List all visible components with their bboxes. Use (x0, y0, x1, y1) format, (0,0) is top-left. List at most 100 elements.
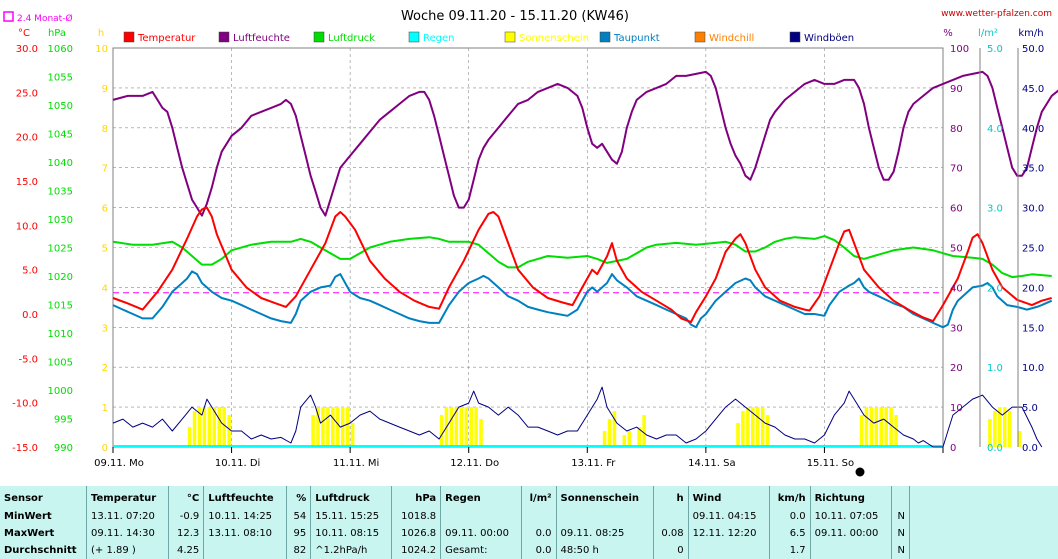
temp-axis-tick: 15.0 (16, 177, 38, 188)
x-tick-label: 11.11. Mi (333, 458, 379, 469)
stats-cell: 54 (286, 507, 312, 525)
series-taupunkt (112, 270, 1053, 329)
stats-cell: 4.25 (168, 541, 205, 559)
sunshine-bar (336, 407, 340, 447)
sunshine-bar (736, 423, 740, 447)
chart-legend: Temperatur Luftfeuchte Luftdruck Regen Sonne… (123, 31, 854, 44)
legend-swatch (408, 31, 420, 43)
series-windböen (112, 386, 1043, 448)
hours-axis-tick: 3 (102, 323, 108, 334)
pressure-axis-tick: 990 (54, 443, 73, 454)
percent-axis-tick: 80 (950, 124, 963, 135)
sunshine-bar (627, 431, 632, 447)
wind-axis-tick: 10.0 (1022, 363, 1044, 374)
stats-cell: 09.11. 04:15 (688, 507, 770, 525)
stats-header-spacer (910, 486, 1058, 507)
legend-label: Windchill (709, 33, 754, 44)
pressure-axis-tick: 1020 (48, 272, 73, 283)
stats-header-dir: Richtung (810, 486, 892, 508)
wind-axis-tick: 20.0 (1022, 283, 1044, 294)
stats-header-rain-unit: l/m² (521, 486, 557, 508)
wind-axis-tick: 45.0 (1022, 84, 1044, 95)
sunshine-bar (197, 407, 202, 447)
percent-axis-tick: 10 (950, 403, 963, 414)
stats-header-temp-unit: °C (168, 486, 205, 508)
chart-axes: 30.025.020.015.010.05.00.0-5.0-10.0-15.0… (12, 28, 1044, 454)
sunshine-bar (1017, 431, 1022, 447)
stats-cell (653, 507, 689, 525)
temp-axis-unit: °C (18, 28, 30, 39)
sunshine-bar (350, 423, 355, 447)
wind-axis-unit: km/h (1018, 28, 1043, 39)
legend-swatch (789, 31, 801, 43)
wind-axis-tick: 50.0 (1022, 44, 1044, 55)
pressure-axis-tick: 1000 (48, 386, 73, 397)
percent-axis-tick: 20 (950, 363, 963, 374)
sunshine-bar (884, 407, 888, 447)
wind-axis-tick: 25.0 (1022, 244, 1044, 255)
sunshine-bar (751, 407, 755, 447)
stats-header-sun: Sonnenschein (556, 486, 654, 508)
stats-spacer (910, 507, 1058, 524)
stats-header-dir-val (891, 486, 911, 508)
site-link[interactable]: www.wetter-pfalzen.com (941, 9, 1052, 19)
legend-swatch (694, 31, 706, 43)
hours-axis-tick: 4 (102, 283, 108, 294)
sunshine-bars (187, 407, 1022, 447)
temp-axis-tick: -15.0 (12, 443, 38, 454)
temp-axis-tick: 10.0 (16, 221, 38, 232)
sunshine-bar (988, 419, 992, 447)
sunshine-bar (889, 407, 893, 447)
temp-axis-tick: 5.0 (22, 266, 38, 277)
monthly-avg-label: 2.4 Monat-Ø (17, 13, 73, 24)
stats-cell: 1.7 (769, 541, 811, 559)
chart-grid (112, 47, 944, 453)
sunshine-bar (894, 415, 898, 447)
pressure-axis-tick: 1015 (48, 301, 73, 312)
stats-cell: 0.08 (653, 524, 689, 542)
x-tick-label: 13.11. Fr (571, 458, 616, 469)
x-axis-labels: 09.11. Mo 10.11. Di 11.11. Mi 12.11. Do 13.1… (94, 458, 854, 469)
stats-cell: 1026.8 (391, 524, 442, 542)
x-tick-label: 09.11. Mo (94, 458, 144, 469)
sunshine-bar (222, 407, 226, 447)
pressure-axis-tick: 995 (54, 415, 73, 426)
hours-axis-tick: 8 (102, 124, 108, 135)
stats-cell: 13.11. 07:20 (86, 507, 170, 525)
percent-axis-tick: 90 (950, 84, 963, 95)
temp-axis-tick: -10.0 (12, 399, 38, 410)
legend-label: Regen (423, 33, 455, 44)
pressure-axis-tick: 1060 (48, 44, 73, 55)
sunshine-bar (1002, 407, 1007, 447)
sunshine-bar (993, 411, 997, 447)
sunshine-bar (207, 407, 212, 447)
sunshine-bar (746, 407, 750, 447)
sunshine-bar (449, 407, 454, 447)
legend-swatch (599, 31, 611, 43)
stats-header-temp: Temperatur (86, 486, 170, 508)
stats-row-label: MinWert (0, 507, 87, 525)
stats-cell: 0.0 (521, 541, 557, 559)
pressure-axis-tick: 1050 (48, 101, 73, 112)
sunshine-bar (474, 407, 478, 447)
sunshine-bar (321, 407, 325, 447)
sunshine-bar (326, 407, 330, 447)
stats-cell: 09.11. 00:00 (810, 524, 892, 542)
wind-axis-tick: 40.0 (1022, 124, 1044, 135)
stats-cell: 12.3 (168, 524, 205, 542)
rain-axis-tick: 1.0 (987, 363, 1003, 374)
stats-header-hum-unit: % (286, 486, 312, 508)
percent-axis-tick: 70 (950, 164, 963, 175)
stats-cell: 13.11. 08:10 (203, 524, 288, 542)
sunshine-bar (879, 407, 884, 447)
percent-axis-tick: 100 (950, 44, 969, 55)
stats-cell (810, 541, 892, 559)
wind-axis-tick: 15.0 (1022, 323, 1044, 334)
pressure-axis-tick: 1045 (48, 130, 73, 141)
legend-swatch (123, 31, 135, 43)
wind-axis-tick: 5.0 (1022, 403, 1038, 414)
temp-axis-tick: -5.0 (18, 354, 38, 365)
stats-row-label: Durchschnitt (0, 541, 87, 559)
stats-cell: 15.11. 15:25 (310, 507, 393, 525)
sunshine-bar (311, 415, 315, 447)
